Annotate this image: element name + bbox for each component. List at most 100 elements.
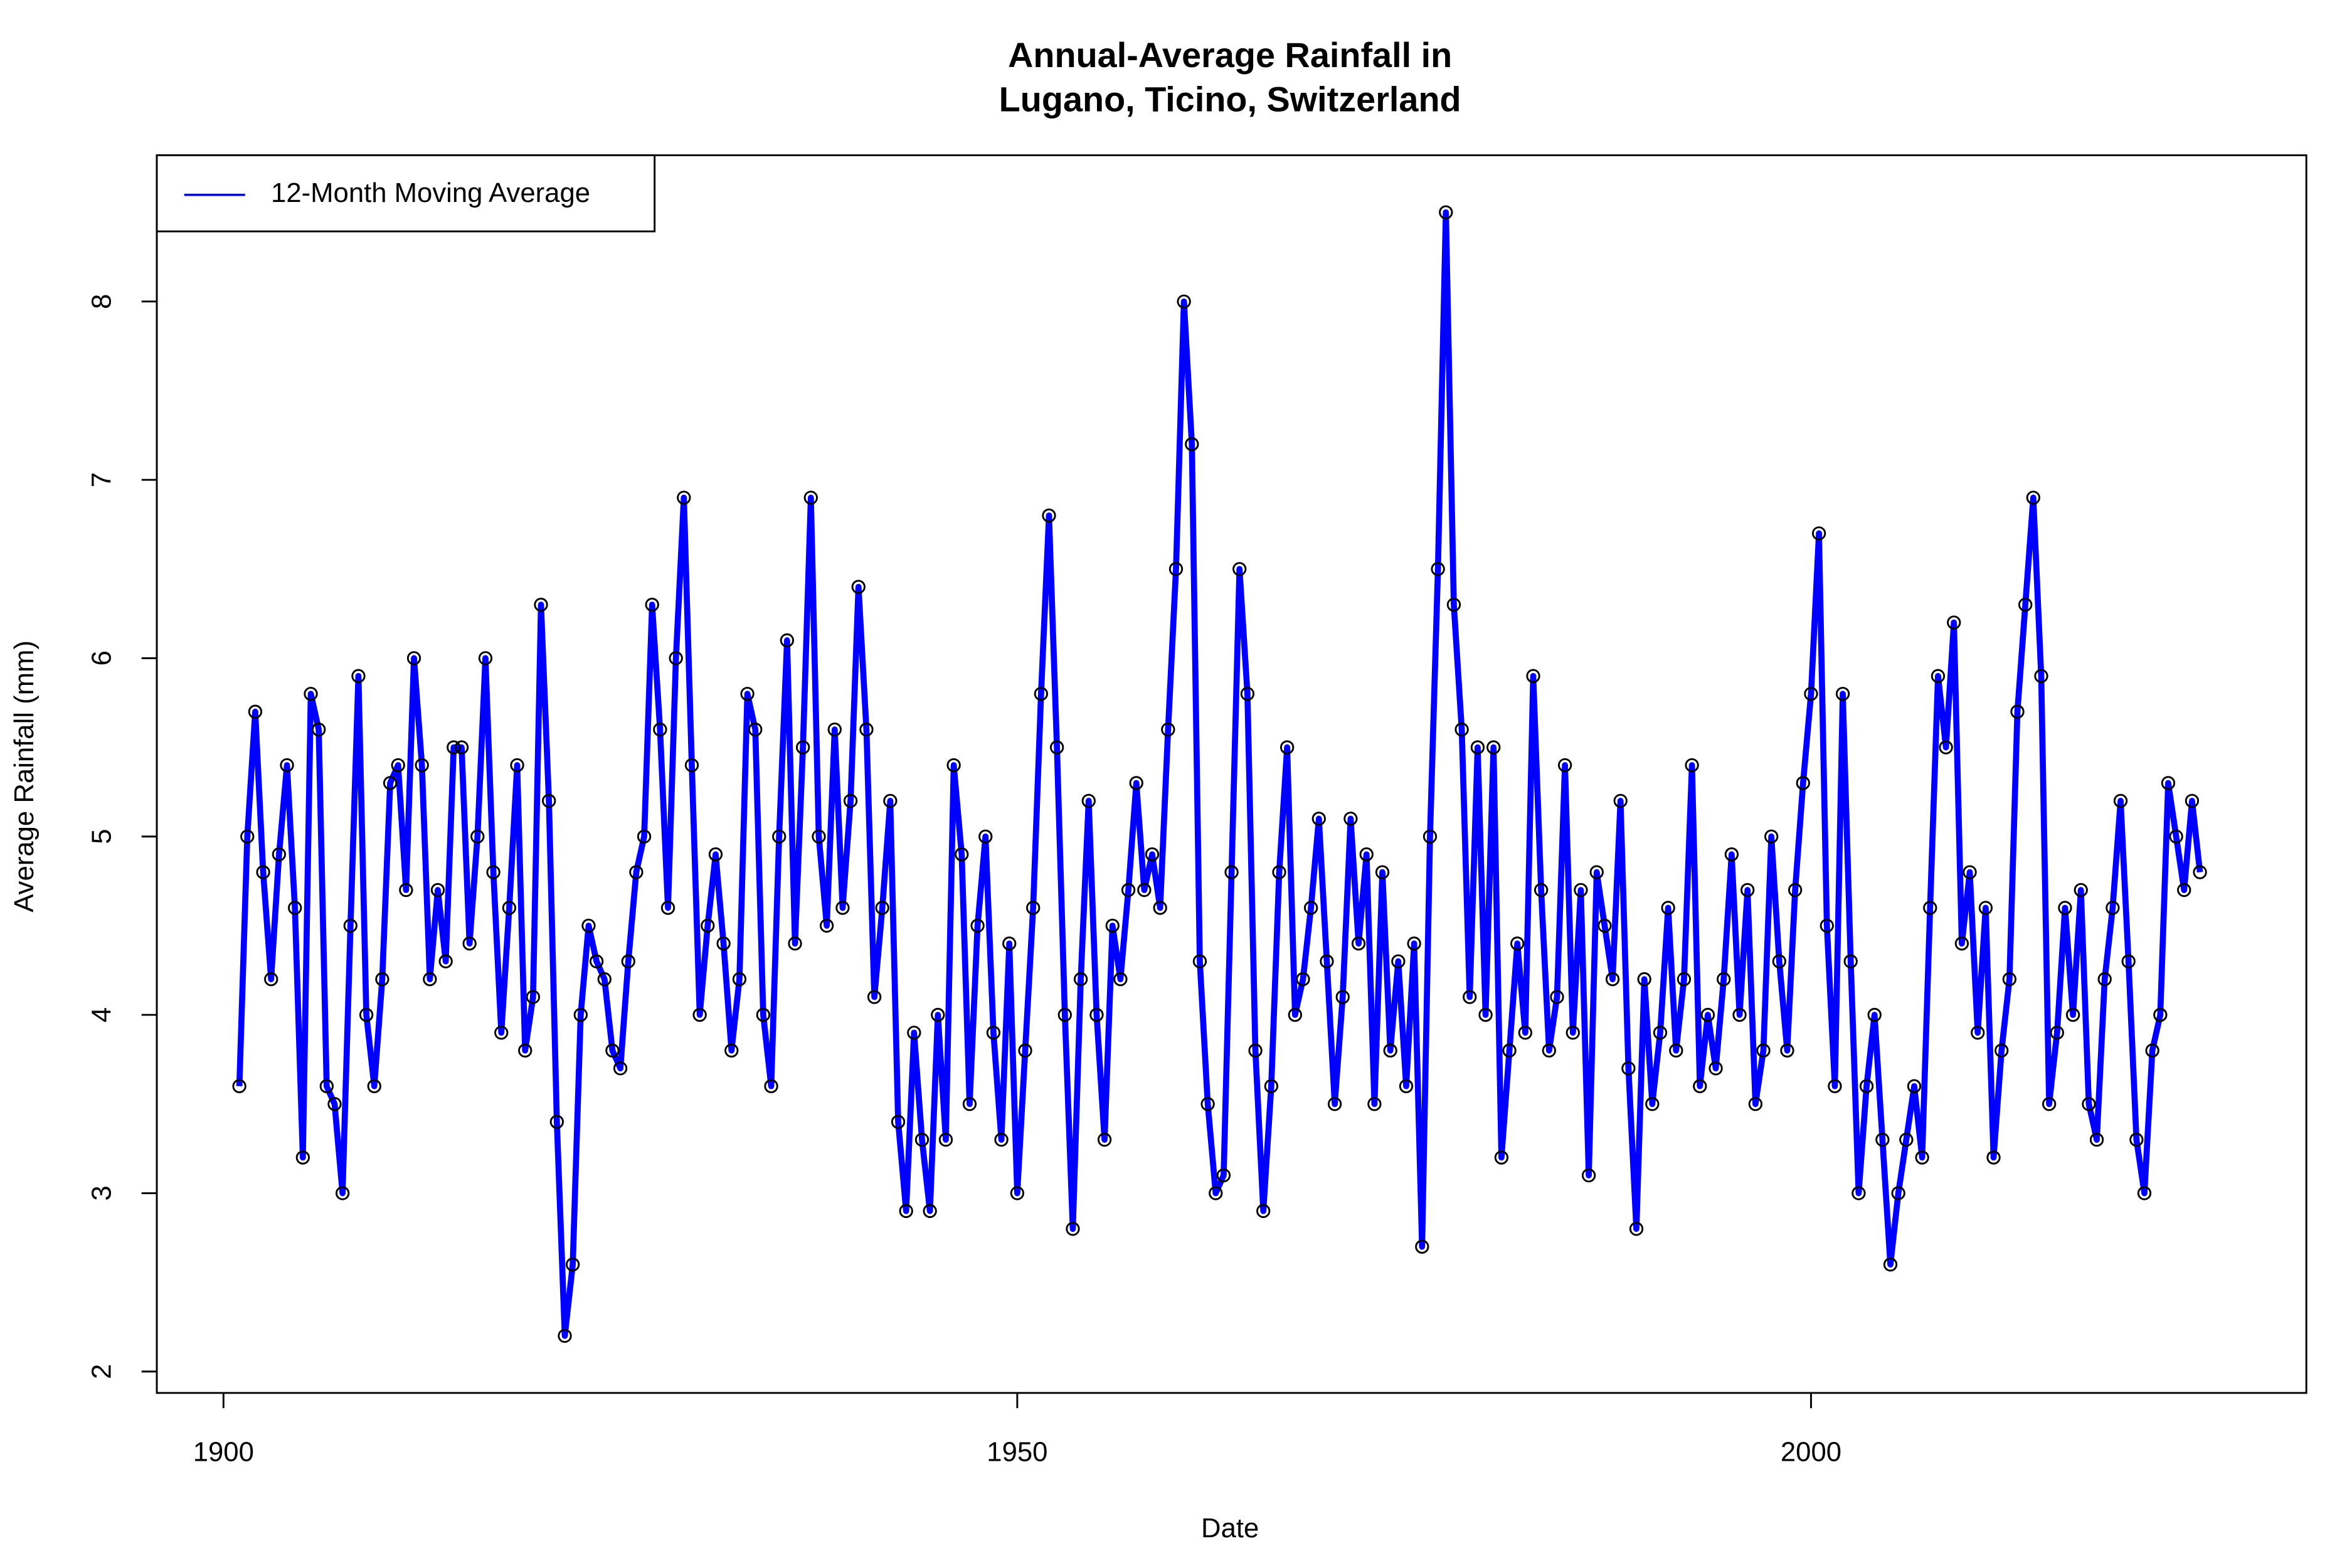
data-point — [327, 1097, 342, 1111]
data-point — [732, 972, 747, 987]
data-point — [1121, 882, 1136, 898]
data-point — [335, 1186, 350, 1200]
data-point — [1947, 615, 1961, 630]
data-point — [843, 793, 858, 808]
data-point — [1557, 758, 1572, 773]
data-point — [1788, 882, 1803, 898]
data-point — [438, 954, 453, 968]
data-point — [1359, 847, 1374, 862]
data-point — [621, 954, 635, 968]
data-point — [851, 580, 866, 594]
data-point — [1502, 1043, 1517, 1058]
data-point — [1907, 1079, 1922, 1093]
data-point — [1732, 1007, 1747, 1022]
data-point — [1915, 1150, 1929, 1165]
data-point — [1232, 562, 1247, 576]
data-point — [1486, 740, 1501, 755]
data-point — [1613, 793, 1628, 808]
data-point — [780, 633, 795, 648]
data-point — [1383, 1043, 1397, 1058]
data-point — [1097, 1132, 1112, 1147]
data-point — [359, 1007, 374, 1022]
data-point — [1534, 882, 1549, 898]
data-point — [1415, 1239, 1429, 1254]
y-tick-label: 3 — [87, 1185, 117, 1200]
data-point — [1280, 740, 1295, 755]
data-point — [938, 1132, 953, 1147]
chart-title: Annual-Average Rainfall in — [1008, 35, 1452, 75]
data-point — [1629, 1222, 1644, 1236]
data-point — [272, 847, 287, 862]
data-point — [1296, 972, 1310, 987]
data-point — [1081, 793, 1096, 808]
data-point — [1518, 1025, 1533, 1040]
data-point — [748, 722, 763, 737]
data-point — [827, 722, 842, 737]
data-point — [406, 651, 421, 665]
data-point — [1971, 1025, 1985, 1040]
data-point — [1463, 990, 1477, 1004]
data-point — [1669, 1043, 1683, 1058]
data-point — [1756, 1043, 1771, 1058]
data-point — [2161, 776, 2176, 790]
data-point — [447, 740, 461, 755]
data-point — [542, 793, 556, 808]
data-point — [1311, 812, 1326, 826]
data-point — [510, 758, 524, 773]
data-point — [1724, 847, 1739, 862]
data-point — [2145, 1043, 2159, 1058]
data-point — [1581, 1168, 1596, 1183]
data-point — [875, 901, 889, 915]
data-point — [1954, 936, 1969, 951]
data-point — [1137, 882, 1152, 898]
data-point — [962, 1097, 977, 1111]
data-point — [1256, 1204, 1271, 1219]
data-point — [1597, 918, 1612, 933]
data-point — [2002, 972, 2017, 987]
data-point — [1510, 936, 1525, 951]
data-point — [573, 1007, 588, 1022]
data-point — [899, 1204, 913, 1219]
data-point — [2137, 1186, 2152, 1200]
data-point — [1685, 758, 1699, 773]
x-tick-label: 2000 — [1781, 1436, 1841, 1467]
data-point — [1224, 865, 1239, 879]
data-point — [1454, 722, 1469, 737]
data-point — [772, 829, 787, 844]
data-point — [1828, 1079, 1842, 1093]
data-point — [740, 687, 755, 701]
data-point — [859, 722, 874, 737]
data-point — [1708, 1061, 1723, 1076]
data-point — [1185, 437, 1199, 452]
data-point — [1407, 936, 1421, 951]
x-tick-label: 1900 — [193, 1436, 254, 1467]
data-point — [1320, 954, 1334, 968]
data-point — [1811, 526, 1826, 541]
data-point — [677, 490, 691, 505]
data-point — [1526, 669, 1540, 684]
data-point — [788, 936, 802, 951]
data-point — [819, 918, 834, 933]
data-point — [1351, 936, 1366, 951]
data-point — [1478, 1007, 1493, 1022]
data-point — [581, 918, 596, 933]
data-point — [1375, 865, 1390, 879]
data-point — [1200, 1097, 1215, 1111]
data-point — [1867, 1007, 1882, 1022]
data-point — [970, 918, 985, 933]
data-point — [1153, 901, 1167, 915]
data-point — [454, 740, 469, 755]
data-point — [1216, 1168, 1231, 1183]
y-tick-label: 8 — [87, 294, 117, 309]
data-point — [978, 829, 993, 844]
data-point — [1391, 954, 1406, 968]
data-point — [478, 651, 493, 665]
data-point — [764, 1079, 778, 1093]
data-point — [907, 1025, 921, 1040]
data-point — [2106, 901, 2120, 915]
data-point — [803, 490, 818, 505]
data-point — [1303, 901, 1318, 915]
data-point — [1843, 954, 1858, 968]
data-point — [486, 865, 501, 879]
